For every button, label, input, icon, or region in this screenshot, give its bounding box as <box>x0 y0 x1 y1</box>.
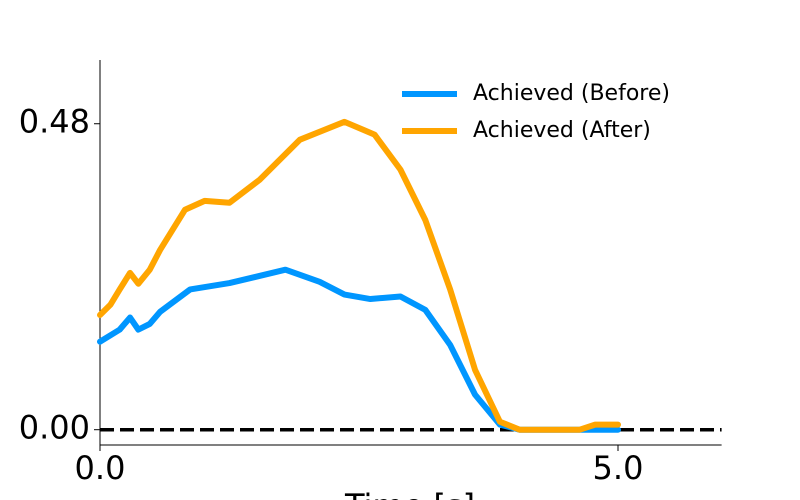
y-tick-label: 0.48 <box>19 103 90 141</box>
legend-label: Achieved (Before) <box>473 81 670 106</box>
x-axis-label: Time [s] <box>344 487 475 500</box>
x-tick-label: 5.0 <box>593 449 644 487</box>
y-tick-label: 0.00 <box>19 409 90 447</box>
x-tick-label: 0.0 <box>75 449 126 487</box>
line-series <box>97 118 621 433</box>
line-series <box>97 266 621 433</box>
legend-label: Achieved (After) <box>473 118 651 143</box>
